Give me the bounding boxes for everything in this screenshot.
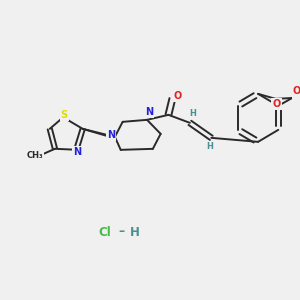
Text: N: N (145, 107, 153, 117)
Text: Cl: Cl (99, 226, 112, 238)
Text: –: – (119, 226, 125, 238)
Text: N: N (73, 147, 81, 157)
Text: N: N (107, 130, 115, 140)
Text: H: H (130, 226, 140, 238)
Text: H: H (189, 109, 196, 118)
Text: S: S (61, 110, 68, 120)
Text: O: O (293, 86, 300, 96)
Text: CH₃: CH₃ (26, 151, 43, 160)
Text: H: H (206, 142, 213, 151)
Text: O: O (272, 99, 281, 109)
Text: O: O (173, 91, 181, 101)
